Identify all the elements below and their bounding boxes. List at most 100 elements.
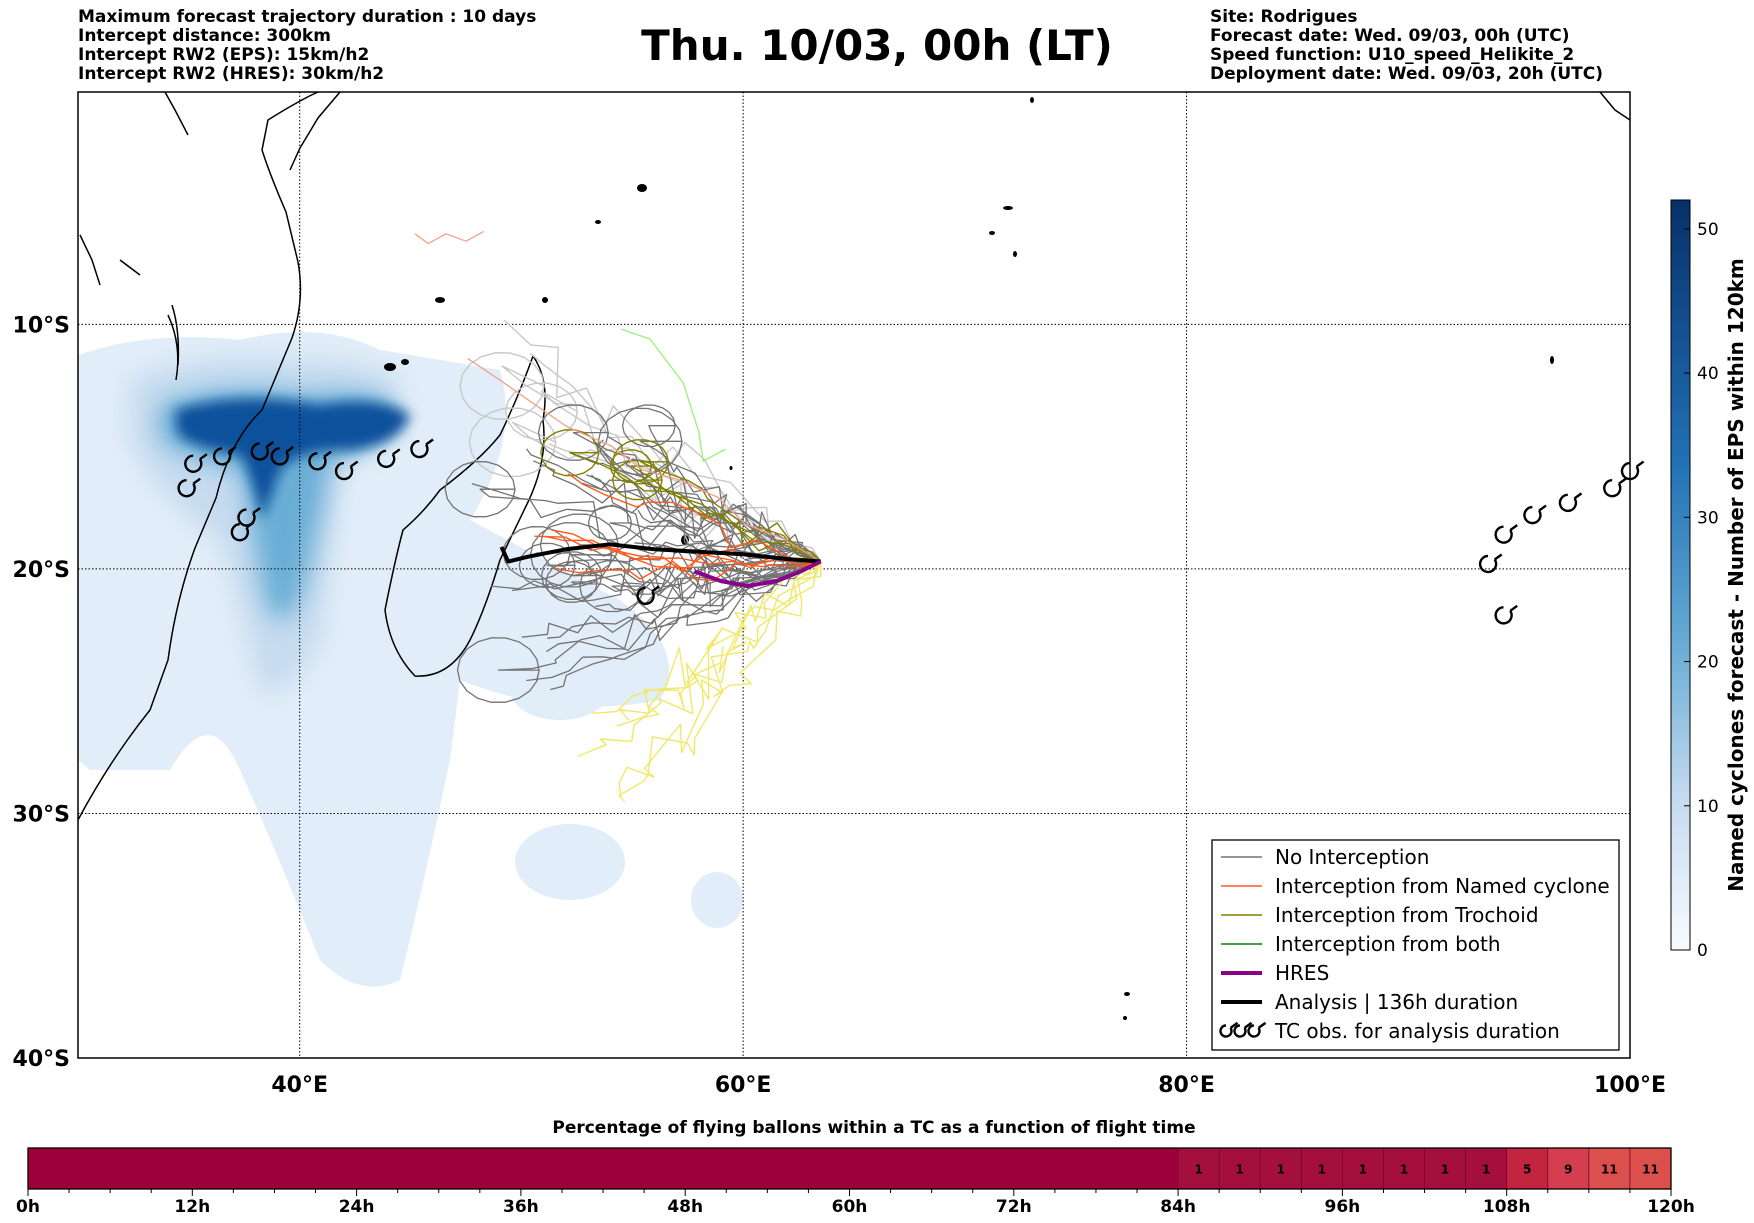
tc-obs-marker [1620, 460, 1645, 481]
forecast-date: Forecast date: Wed. 09/03, 00h (UTC) [1210, 26, 1570, 46]
param-intercept-distance: Intercept distance: 300km [78, 26, 331, 46]
flight-time-tick-label: 84h [1160, 1197, 1196, 1217]
tc-obs-marker [334, 460, 359, 481]
tc-obs-marker [308, 450, 332, 471]
flight-time-cell [1383, 1148, 1426, 1189]
tc-obs-marker [1494, 524, 1518, 544]
eps-density-field [78, 332, 743, 987]
flight-time-tick-label: 24h [339, 1197, 375, 1217]
tc-observations [177, 438, 1645, 625]
tc-obs-marker [1558, 492, 1583, 513]
lat-tick-label: 40°S [13, 1047, 70, 1072]
trajectory-yellow [618, 561, 822, 797]
africa-coast [78, 92, 319, 821]
flight-time-value: 1 [1236, 1163, 1244, 1177]
param-intercept-eps: Intercept RW2 (EPS): 15km/h2 [78, 45, 370, 65]
flight-time-cell [1506, 1148, 1549, 1189]
legend-item: Analysis | 136h duration [1221, 990, 1518, 1014]
tc-obs-marker [377, 448, 401, 468]
flight-time-cell [69, 1148, 111, 1189]
flight-time-cell [274, 1148, 317, 1189]
ensemble-trajectories [414, 230, 822, 803]
madagascar-coast [384, 354, 546, 677]
trajectory-yellow [619, 561, 822, 721]
lake-malawi [167, 314, 179, 381]
trajectory-named-cyclone [567, 473, 821, 563]
map-area[interactable] [77, 91, 1645, 1059]
flight-time-cell [397, 1148, 440, 1189]
tc-obs-marker [177, 477, 201, 498]
trajectory-no-interception [537, 404, 821, 563]
colorbar: 0 10 20 30 40 50 Named cyclones forecast - Nu… [1670, 199, 1748, 961]
colorbar-ramp [1670, 199, 1691, 951]
trajectory-no-interception [631, 560, 821, 607]
coast-fragment-north [79, 234, 101, 286]
flight-time-tick-label: 108h [1483, 1197, 1531, 1217]
flight-time-tick-label: 36h [503, 1197, 539, 1217]
flight-time-tick-label: 48h [667, 1197, 703, 1217]
flight-time-bar-title: Percentage of flying ballons within a TC… [552, 1118, 1195, 1138]
colorbar-tick-label: 40 [1697, 364, 1719, 384]
trajectory-unintercepted-light [503, 319, 822, 563]
legend-item: HRES [1221, 961, 1329, 985]
tc-obs-marker [230, 521, 255, 542]
run-parameters: Maximum forecast trajectory duration : 1… [78, 8, 536, 84]
flight-time-tick-label: 72h [996, 1197, 1032, 1217]
legend-label: No Interception [1275, 845, 1429, 869]
trajectory-yellow [577, 561, 822, 758]
lon-tick-label: 40°E [271, 1073, 328, 1098]
axis-labels: 40°E 60°E 80°E 100°E 10°S 20°S 30°S 40°S [13, 313, 1666, 1098]
tc-obs-marker [212, 445, 237, 466]
legend-label: Analysis | 136h duration [1275, 990, 1518, 1014]
trajectory-no-interception [444, 460, 821, 565]
coastlines [78, 92, 1630, 821]
trajectory-both-light [620, 328, 726, 462]
map-frame [77, 91, 1631, 1059]
lon-tick-label: 80°E [1158, 1073, 1215, 1098]
legend-item: Interception from Trochoid [1221, 903, 1539, 927]
flight-time-cell [890, 1148, 933, 1189]
trajectory-trochoid [612, 459, 822, 563]
trajectory-yellow [616, 561, 822, 727]
trajectory-trochoid [612, 439, 822, 562]
site-name: Site: Rodrigues [1210, 7, 1358, 27]
flight-time-value: 1 [1194, 1163, 1202, 1177]
flight-time-cell [931, 1148, 974, 1189]
flight-time-value: 1 [1359, 1163, 1367, 1177]
somalia-coast [289, 92, 341, 171]
flight-time-cell [849, 1148, 892, 1189]
tc-obs-marker [184, 453, 208, 473]
flight-time-cell [561, 1148, 604, 1189]
lon-tick-label: 60°E [715, 1073, 772, 1098]
tc-obs-marker [270, 445, 295, 466]
analysis-track [499, 542, 821, 564]
legend-item: TC obs. for analysis duration [1219, 1019, 1560, 1043]
flight-time-cell [1095, 1148, 1138, 1189]
legend-item: No Interception [1221, 845, 1429, 869]
flight-time-value: 1 [1318, 1163, 1326, 1177]
flight-time-cell [644, 1148, 686, 1189]
tc-obs-marker [1603, 477, 1627, 498]
lon-tick-label: 100°E [1594, 1073, 1666, 1098]
tc-obs-marker [1523, 504, 1547, 525]
colorbar-title: Named cyclones forecast - Number of EPS … [1724, 258, 1748, 892]
flight-time-cell [1054, 1148, 1097, 1189]
legend: No Interception Interception from Named c… [1211, 839, 1620, 1051]
flight-time-tick-label: 12h [174, 1197, 210, 1217]
lat-tick-label: 30°S [13, 802, 70, 827]
flight-time-value: 1 [1277, 1163, 1285, 1177]
flight-time-cell [685, 1148, 727, 1189]
legend-item: Interception from Named cyclone [1221, 874, 1610, 898]
gridlines [78, 92, 1630, 1058]
map-title: Thu. 10/03, 00h (LT) [641, 21, 1113, 70]
hres-track [693, 559, 822, 588]
flight-time-value: 11 [1601, 1163, 1618, 1177]
trajectory-no-interception [539, 513, 821, 577]
sumatra-coast [1599, 92, 1630, 121]
flight-time-value: 5 [1523, 1163, 1531, 1177]
tc-obs-marker [1494, 604, 1518, 625]
coast-fragment-west [119, 259, 141, 276]
flight-time-cell [1137, 1148, 1179, 1189]
site-info: Site: Rodrigues Forecast date: Wed. 09/0… [1210, 8, 1603, 84]
flight-time-cell [808, 1148, 850, 1189]
